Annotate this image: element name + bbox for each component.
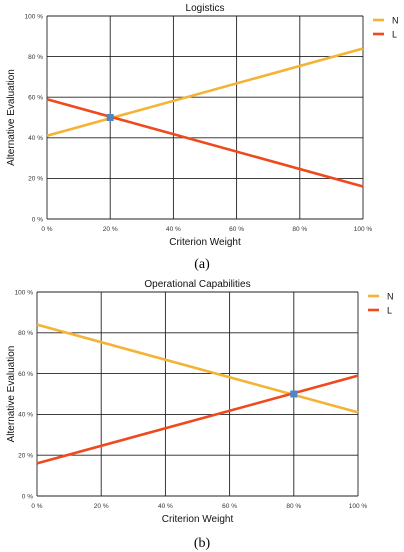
- legend-label-N: N: [392, 16, 399, 26]
- intersection-marker: [106, 114, 114, 121]
- caption-b: (b): [193, 536, 211, 551]
- x-tick-label: 40 %: [158, 503, 173, 510]
- legend-label-N: N: [387, 292, 394, 302]
- x-tick-label: 60 %: [229, 226, 244, 233]
- x-tick-label: 0 %: [31, 503, 42, 510]
- caption-a: (a): [194, 257, 210, 272]
- x-tick-label: 40 %: [166, 226, 181, 233]
- y-tick-label: 100 %: [15, 289, 34, 296]
- y-tick-label: 60 %: [28, 95, 43, 102]
- series-line-N: [46, 47, 364, 138]
- x-tick-label: 20 %: [103, 226, 118, 233]
- x-tick-label: 80 %: [292, 226, 307, 233]
- y-axis-label: Alternative Evaluation: [6, 69, 17, 166]
- x-axis-label: Criterion Weight: [162, 514, 234, 525]
- x-tick-label: 100 %: [354, 226, 373, 233]
- y-tick-label: 80 %: [28, 54, 43, 61]
- series-line-N: [36, 323, 359, 414]
- intersection-marker: [290, 390, 298, 398]
- y-axis-label: Alternative Evaluation: [6, 346, 17, 443]
- chart-title: Logistics: [186, 3, 225, 14]
- y-tick-label: 0 %: [22, 493, 33, 500]
- x-tick-label: 100 %: [349, 503, 368, 510]
- x-tick-label: 20 %: [94, 503, 109, 510]
- chart-operational-capabilities-plot: Operational Capabilities 0 % 20 % 40 % 60 % 8…: [6, 279, 394, 525]
- x-tick-label: 80 %: [286, 503, 301, 510]
- x-tick-label: 0 %: [41, 226, 52, 233]
- chart-logistics-plot: Logistics 0 % 20 % 40 % 60 % 80 % 100 % 0 % 20 %…: [6, 3, 399, 248]
- y-tick-label: 20 %: [28, 176, 43, 183]
- y-tick-label: 0 %: [32, 216, 43, 223]
- series-line-L: [46, 97, 364, 188]
- legend-label-L: L: [392, 30, 397, 40]
- chart-operational-capabilities: Operational Capabilities 0 % 20 % 40 % 60 % 8…: [0, 278, 404, 551]
- y-tick-label: 40 %: [28, 135, 43, 142]
- y-tick-label: 60 %: [18, 371, 33, 378]
- chart-title: Operational Capabilities: [144, 279, 250, 290]
- y-tick-label: 20 %: [18, 453, 33, 460]
- legend-label-L: L: [387, 306, 392, 316]
- x-tick-label: 60 %: [222, 503, 237, 510]
- x-axis-label: Criterion Weight: [169, 237, 241, 248]
- series-line-L: [36, 374, 359, 465]
- y-tick-label: 100 %: [25, 13, 44, 20]
- chart-logistics: Logistics 0 % 20 % 40 % 60 % 80 % 100 % 0 % 20 %…: [0, 0, 404, 272]
- y-tick-label: 40 %: [18, 412, 33, 419]
- y-tick-label: 80 %: [18, 330, 33, 337]
